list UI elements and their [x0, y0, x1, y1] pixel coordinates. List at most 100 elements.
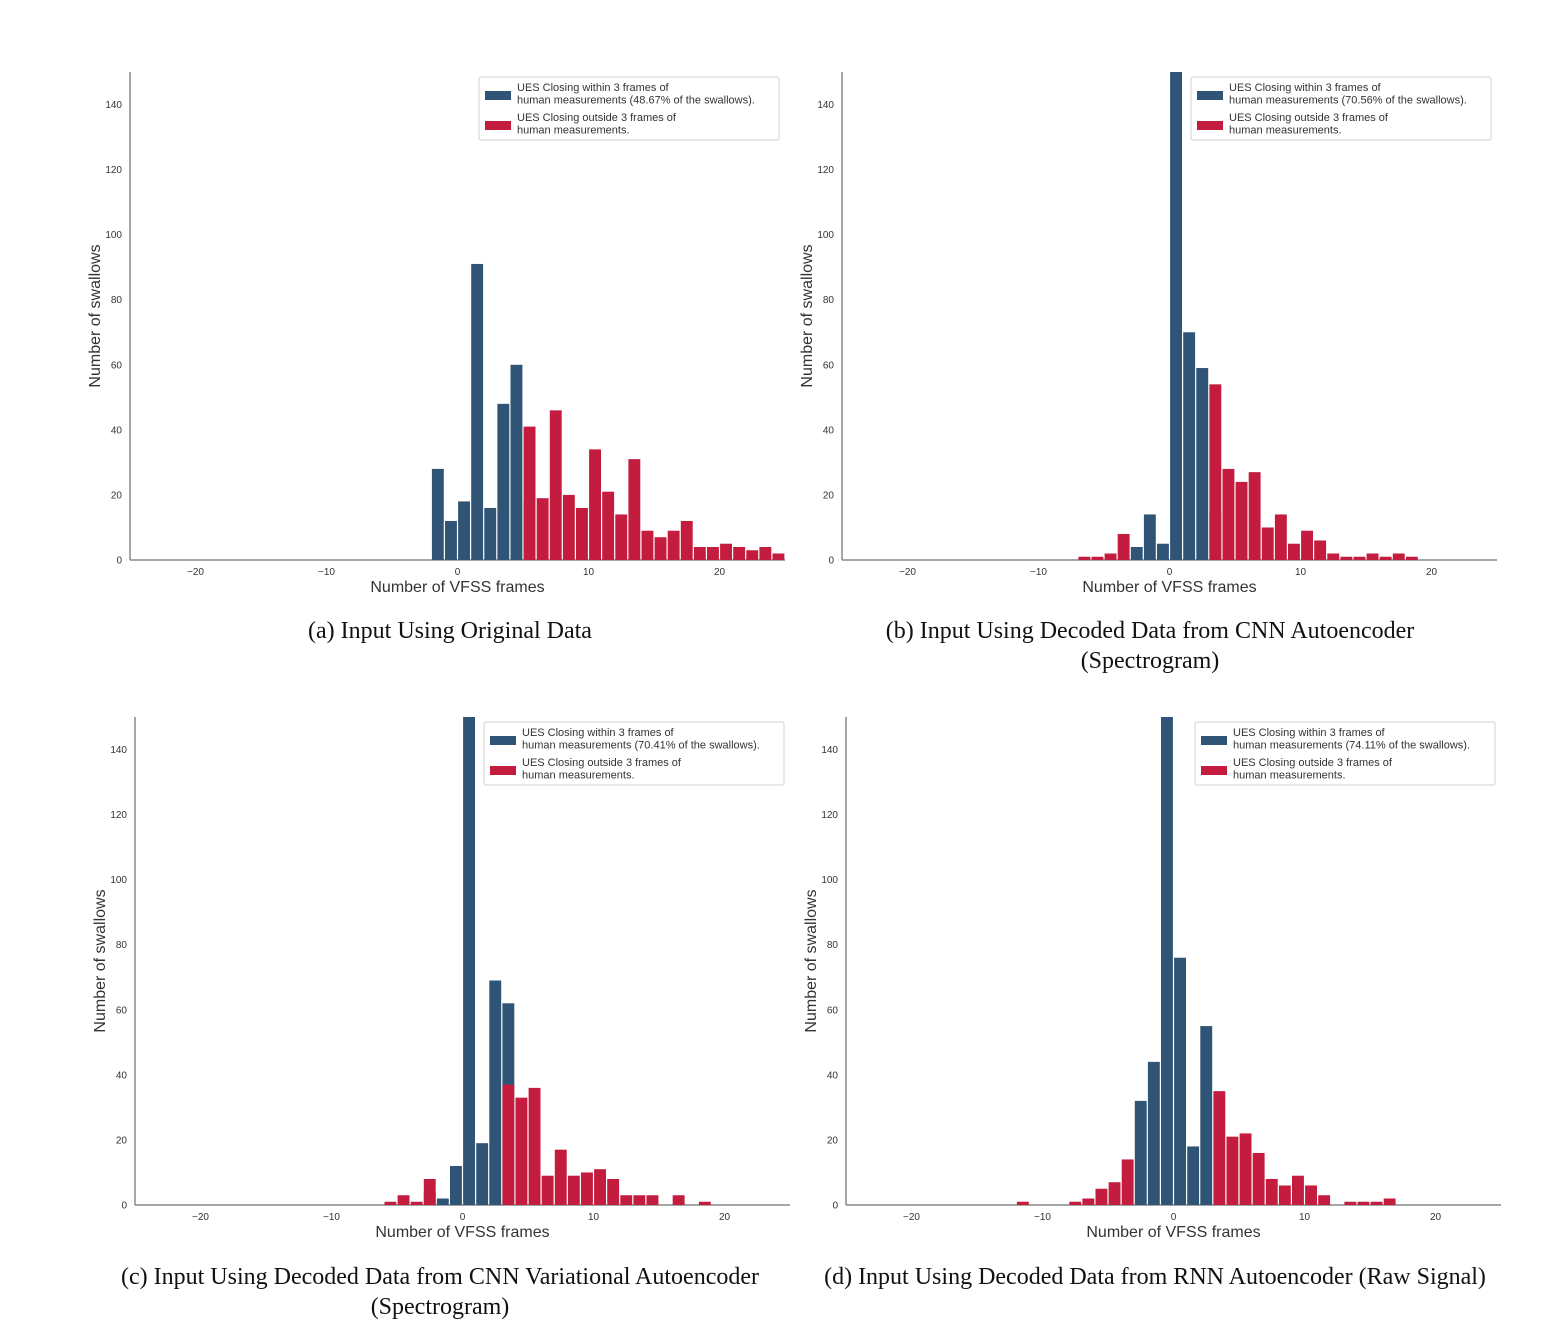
bar-outside — [515, 1097, 528, 1205]
legend-swatch-outside — [1201, 766, 1227, 775]
bar-outside — [502, 1084, 515, 1205]
y-axis-label: Number of swallows — [92, 889, 109, 1032]
legend-text: human measurements. — [522, 770, 635, 782]
bar-outside — [1261, 527, 1274, 560]
bar-outside — [1265, 1178, 1278, 1205]
legend-text: UES Closing outside 3 frames of — [1229, 112, 1389, 124]
histogram-panel-b: 0 20 40 60 80 100 120 140 −20 −10 0 10 20 Number of V… — [780, 0, 1558, 680]
y-tick-label: 100 — [821, 875, 838, 886]
legend-box — [478, 76, 780, 141]
bar-within — [1187, 1146, 1200, 1205]
bar-outside — [1305, 1185, 1317, 1205]
bar-outside — [1292, 1175, 1304, 1205]
bar-outside — [1252, 1152, 1265, 1205]
bar-outside — [680, 520, 693, 560]
bar-outside — [1383, 1198, 1396, 1205]
bar-outside — [549, 410, 562, 560]
legend: UES Closing within 3 frames of human mea… — [478, 76, 780, 141]
legend: UES Closing within 3 frames of human mea… — [1194, 721, 1496, 786]
legend-swatch-within — [485, 91, 511, 100]
bar-outside — [1239, 1133, 1252, 1205]
x-tick-label: 10 — [1299, 1212, 1311, 1223]
bar-outside — [772, 553, 785, 560]
y-tick-label: 120 — [817, 165, 834, 176]
bar-within — [1200, 1026, 1213, 1205]
bar-outside — [1082, 1198, 1095, 1205]
bar-outside — [1069, 1201, 1082, 1205]
x-tick-label: 0 — [460, 1212, 466, 1223]
bar-outside — [654, 537, 667, 560]
bar-within — [510, 364, 523, 560]
x-tick-label: 10 — [583, 567, 595, 578]
bar-within — [1161, 717, 1173, 1205]
bar-within — [445, 520, 457, 560]
x-tick-label: 20 — [719, 1212, 731, 1223]
legend: UES Closing within 3 frames of human mea… — [1190, 76, 1492, 141]
y-tick-label: 80 — [823, 295, 835, 306]
legend-text: human measurements. — [1229, 125, 1342, 137]
bar-outside — [646, 1195, 659, 1205]
legend-text: human measurements (74.11% of the swallo… — [1233, 740, 1470, 752]
y-tick-label: 0 — [121, 1201, 127, 1212]
y-tick-label: 0 — [116, 556, 122, 567]
y-tick-label: 0 — [832, 1201, 838, 1212]
bar-outside — [1318, 1195, 1331, 1205]
legend-text: human measurements (70.41% of the swallo… — [522, 740, 760, 752]
histogram-panel-a: 0 20 40 60 80 100 120 140 −20 −10 0 10 20 Number of V… — [0, 0, 785, 680]
legend-text: human measurements. — [1233, 770, 1346, 782]
x-tick-label: 20 — [1430, 1212, 1442, 1223]
bar-outside — [672, 1195, 685, 1205]
bar-outside — [423, 1178, 436, 1205]
legend-text: human measurements (48.67% of the swallo… — [517, 95, 755, 107]
caption-c: (c) Input Using Decoded Data from CNN Va… — [120, 1264, 760, 1320]
legend-swatch-outside — [485, 121, 511, 130]
y-tick-label: 140 — [105, 100, 122, 111]
x-tick-label: 10 — [1295, 567, 1307, 578]
bar-within — [436, 1198, 449, 1205]
x-tick-label: 0 — [455, 567, 461, 578]
x-tick-label: 10 — [588, 1212, 600, 1223]
bar-outside — [1226, 1136, 1239, 1205]
bar-within — [1157, 543, 1169, 560]
legend-text: UES Closing within 3 frames of — [522, 727, 675, 739]
y-tick-label: 100 — [817, 230, 834, 241]
legend-text: UES Closing outside 3 frames of — [522, 757, 682, 769]
x-tick-label: −20 — [903, 1212, 920, 1223]
histogram-c: 0 20 40 60 80 100 120 140 −20 −10 0 10 20 Number of V… — [92, 717, 790, 1241]
y-tick-label: 20 — [111, 490, 123, 501]
bar-outside — [1248, 472, 1261, 560]
y-tick-label: 80 — [827, 940, 839, 951]
y-tick-label: 80 — [116, 940, 128, 951]
legend-text: UES Closing outside 3 frames of — [517, 112, 677, 124]
bar-outside — [384, 1201, 397, 1205]
bar-within — [458, 501, 470, 560]
bar-within — [1130, 546, 1143, 560]
legend-text: UES Closing within 3 frames of — [1229, 82, 1382, 94]
legend-swatch-within — [1201, 736, 1227, 745]
y-tick-label: 20 — [827, 1135, 839, 1146]
bar-outside — [615, 514, 628, 560]
bar-outside — [1392, 553, 1405, 560]
bar-outside — [1340, 556, 1353, 560]
bar-within — [471, 263, 484, 560]
bar-outside — [410, 1201, 423, 1205]
x-tick-label: −10 — [318, 567, 335, 578]
bar-outside — [1314, 540, 1327, 560]
x-tick-label: 20 — [714, 567, 726, 578]
bar-within — [1170, 72, 1182, 560]
bar-outside — [1078, 556, 1091, 560]
bar-outside — [1235, 481, 1248, 560]
bar-within — [1174, 957, 1186, 1205]
bar-outside — [397, 1195, 410, 1205]
bar-outside — [707, 546, 719, 560]
y-tick-label: 40 — [827, 1070, 839, 1081]
y-tick-label: 20 — [116, 1135, 128, 1146]
y-tick-label: 60 — [827, 1005, 839, 1016]
bar-within — [1196, 368, 1209, 560]
x-tick-label: 0 — [1167, 567, 1173, 578]
x-axis-label: Number of VFSS frames — [1082, 579, 1256, 596]
y-tick-label: 0 — [828, 556, 834, 567]
bar-outside — [1301, 530, 1313, 560]
bar-outside — [1353, 556, 1366, 560]
bar-outside — [698, 1201, 711, 1205]
